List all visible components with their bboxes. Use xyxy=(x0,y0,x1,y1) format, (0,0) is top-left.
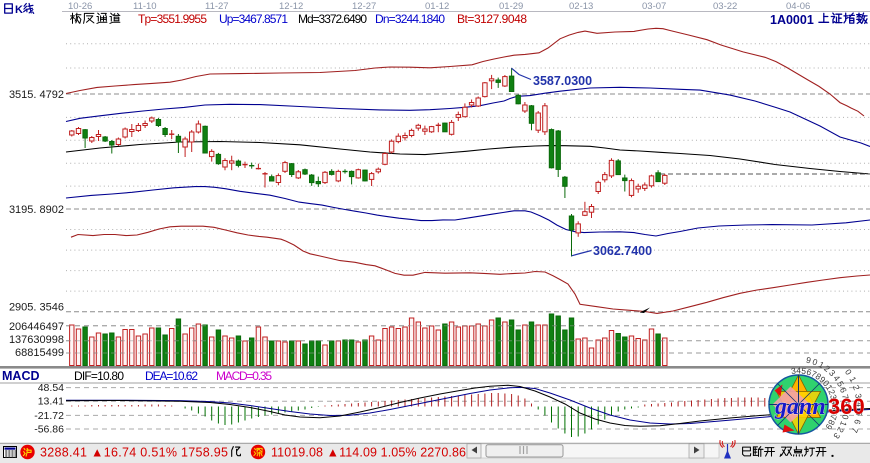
svg-text:11019.08 ▲114.09 1.05% 2270.86: 11019.08 ▲114.09 1.05% 2270.86 xyxy=(271,446,466,460)
svg-text:3587.0300: 3587.0300 xyxy=(533,74,592,88)
svg-text:0: 0 xyxy=(821,378,832,388)
svg-text:Up=3467.8571: Up=3467.8571 xyxy=(219,12,288,26)
svg-text:7: 7 xyxy=(810,368,819,379)
svg-text:MACD: MACD xyxy=(2,369,40,383)
svg-text:4: 4 xyxy=(796,366,801,376)
svg-text:3: 3 xyxy=(853,393,864,400)
svg-text:K: K xyxy=(15,4,23,16)
svg-text:8: 8 xyxy=(826,418,837,427)
svg-text:1: 1 xyxy=(817,359,826,370)
svg-text:2905. 3546: 2905. 3546 xyxy=(9,302,64,314)
svg-text:3: 3 xyxy=(827,368,838,379)
svg-text:4: 4 xyxy=(854,402,864,407)
svg-text:3: 3 xyxy=(828,393,839,401)
svg-text:11-27: 11-27 xyxy=(205,1,229,12)
svg-text:04-06: 04-06 xyxy=(786,1,810,12)
svg-text:360: 3 60 xyxy=(828,394,865,419)
svg-text:2: 2 xyxy=(851,384,862,392)
svg-text:5: 5 xyxy=(835,379,846,388)
svg-text:1: 1 xyxy=(824,383,835,393)
svg-text:01-12: 01-12 xyxy=(425,1,449,12)
svg-text:Tp=3551.9955: Tp=3551.9955 xyxy=(138,12,207,26)
svg-text:206446497: 206446497 xyxy=(9,321,64,333)
svg-text:Bt=3127.9048: Bt=3127.9048 xyxy=(457,12,527,26)
svg-text:01-29: 01-29 xyxy=(499,1,523,12)
svg-text:3195. 8902: 3195. 8902 xyxy=(9,204,64,216)
svg-text:7: 7 xyxy=(849,426,860,434)
svg-text:03-07: 03-07 xyxy=(642,1,666,12)
svg-text:8: 8 xyxy=(841,401,851,407)
svg-text:7: 7 xyxy=(828,414,839,422)
svg-text:1: 1 xyxy=(847,375,858,384)
svg-text:5: 5 xyxy=(854,411,864,417)
svg-text:0: 0 xyxy=(843,367,854,377)
svg-text:DEA=10.62: DEA=10.62 xyxy=(145,369,198,383)
svg-text:1: 1 xyxy=(838,420,849,428)
svg-text:9: 9 xyxy=(841,408,851,414)
svg-text:4: 4 xyxy=(829,399,840,405)
svg-text:Dn=3244.1840: Dn=3244.1840 xyxy=(375,12,445,26)
svg-text:Md=3372.6490: Md=3372.6490 xyxy=(298,12,367,26)
svg-text:9: 9 xyxy=(823,422,834,432)
svg-text:7: 7 xyxy=(840,393,851,400)
svg-text:8: 8 xyxy=(814,371,824,382)
svg-text:6: 6 xyxy=(805,367,813,378)
svg-text:9: 9 xyxy=(818,374,828,385)
svg-text:11-10: 11-10 xyxy=(133,1,157,12)
svg-text:5: 5 xyxy=(801,366,807,377)
svg-text:1A0001: 1A0001 xyxy=(770,13,814,27)
svg-text:-21.72: -21.72 xyxy=(34,410,64,422)
svg-text:12-12: 12-12 xyxy=(279,1,303,12)
svg-text:3515. 4792: 3515. 4792 xyxy=(9,89,64,101)
svg-text:6: 6 xyxy=(838,386,849,394)
svg-text:2: 2 xyxy=(822,363,832,374)
svg-text:03-22: 03-22 xyxy=(713,1,737,12)
svg-text:6: 6 xyxy=(852,418,863,425)
svg-text:02-13: 02-13 xyxy=(569,1,593,12)
svg-text:0: 0 xyxy=(811,356,819,367)
svg-text:3062.7400: 3062.7400 xyxy=(593,244,652,258)
svg-text:3: 3 xyxy=(790,366,796,377)
svg-text:-56.86: -56.86 xyxy=(34,424,64,436)
svg-text:2: 2 xyxy=(826,388,837,397)
svg-text:4: 4 xyxy=(831,373,842,383)
svg-text:gann: gann xyxy=(774,394,826,420)
svg-text:5: 5 xyxy=(830,405,840,410)
svg-text:48.54: 48.54 xyxy=(38,382,64,394)
svg-text:6: 6 xyxy=(829,409,840,416)
svg-text:10-26: 10-26 xyxy=(68,1,92,12)
svg-text:137630998: 137630998 xyxy=(9,334,64,346)
svg-text:MACD=0.35: MACD=0.35 xyxy=(216,369,272,383)
svg-text:9: 9 xyxy=(805,355,812,366)
svg-text:DIF=10.80: DIF=10.80 xyxy=(74,369,124,383)
svg-text:13.41: 13.41 xyxy=(38,396,64,408)
svg-text:0: 0 xyxy=(840,414,851,421)
svg-text:3: 3 xyxy=(831,431,842,441)
svg-text:12-27: 12-27 xyxy=(352,1,376,12)
svg-text:2: 2 xyxy=(835,425,846,434)
svg-text:3288.41 ▲16.74 0.51% 1758.95: 3288.41 ▲16.74 0.51% 1758.95 xyxy=(40,446,228,460)
svg-text:68815499: 68815499 xyxy=(15,347,64,359)
